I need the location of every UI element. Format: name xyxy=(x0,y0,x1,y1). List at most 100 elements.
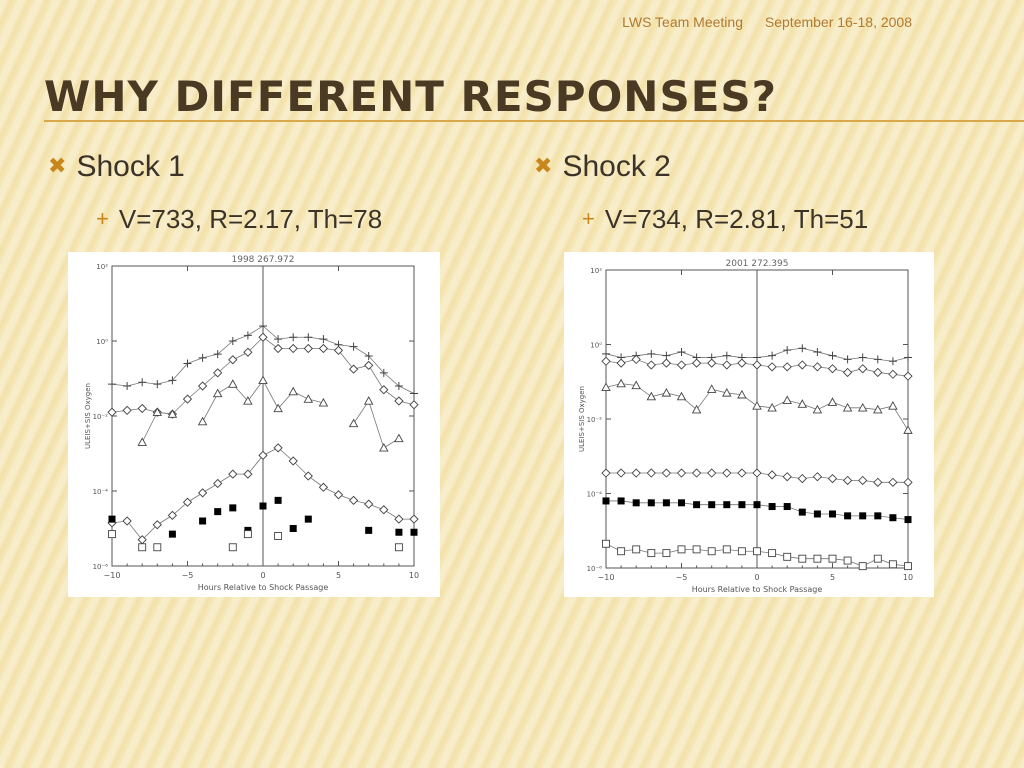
data-point-plus xyxy=(813,347,822,356)
shock-1-label: Shock 1 xyxy=(76,150,185,183)
data-point-square-open xyxy=(647,549,656,558)
data-point-diamond xyxy=(379,385,389,395)
data-point-plus xyxy=(904,353,912,362)
data-point-triangle xyxy=(646,391,657,401)
data-point-diamond xyxy=(903,477,913,487)
data-point-triangle xyxy=(348,418,359,428)
data-point-diamond xyxy=(631,354,641,365)
data-point-plus xyxy=(364,352,373,360)
y-tick-label: 10⁻² xyxy=(587,416,603,424)
cross-bullet-icon: ✖ xyxy=(48,153,67,178)
data-point-square-filled xyxy=(108,515,116,523)
data-point-plus xyxy=(602,349,610,358)
data-point-plus xyxy=(828,351,837,360)
data-point-triangle xyxy=(722,387,732,397)
data-point-triangle xyxy=(243,396,253,405)
data-point-diamond xyxy=(842,475,853,486)
data-point-diamond xyxy=(137,403,147,414)
data-point-diamond xyxy=(903,371,913,381)
data-point-plus xyxy=(379,368,388,377)
data-point-triangle xyxy=(137,437,147,446)
data-point-plus xyxy=(753,353,761,362)
data-point-square-filled xyxy=(813,510,821,518)
data-point-triangle xyxy=(288,386,298,396)
data-point-triangle xyxy=(691,404,702,414)
data-point-square-open xyxy=(813,554,822,563)
data-point-diamond xyxy=(873,477,883,487)
data-point-plus xyxy=(243,331,252,340)
data-point-square-open xyxy=(138,543,147,552)
data-point-square-filled xyxy=(617,497,625,505)
data-point-square-filled xyxy=(753,501,761,509)
data-point-diamond xyxy=(646,468,656,478)
data-point-triangle xyxy=(676,391,687,401)
data-point-square-filled xyxy=(410,528,418,536)
data-point-square-filled xyxy=(829,510,836,518)
data-point-square-filled xyxy=(768,503,776,511)
data-point-triangle xyxy=(212,388,223,398)
y-tick-label: 10⁻⁴ xyxy=(587,491,603,499)
data-point-diamond xyxy=(258,450,268,461)
shock-1-bullet: ✖ Shock 1 xyxy=(48,150,185,184)
data-point-square-open xyxy=(228,543,237,552)
x-tick-label: 0 xyxy=(754,573,759,582)
data-point-plus xyxy=(888,357,897,366)
data-point-diamond xyxy=(827,364,838,374)
data-point-plus xyxy=(783,346,792,355)
data-point-triangle xyxy=(363,396,374,405)
title-divider xyxy=(44,120,1024,122)
data-point-diamond xyxy=(707,358,717,368)
data-point-diamond xyxy=(827,473,838,484)
data-point-diamond xyxy=(691,468,702,478)
data-point-triangle xyxy=(379,442,389,452)
data-point-square-open xyxy=(153,543,162,552)
data-point-diamond xyxy=(318,343,329,354)
data-point-plus xyxy=(662,351,671,360)
meeting-name: LWS Team Meeting xyxy=(622,14,743,30)
data-point-plus xyxy=(168,376,177,385)
data-point-diamond xyxy=(676,468,687,478)
data-point-square-open xyxy=(602,539,610,548)
data-point-triangle xyxy=(857,402,868,412)
data-point-square-filled xyxy=(738,501,746,509)
data-point-diamond xyxy=(616,358,626,368)
data-point-diamond xyxy=(616,468,626,478)
data-point-triangle xyxy=(167,409,178,418)
data-point-plus xyxy=(183,359,192,368)
data-point-diamond xyxy=(288,343,298,354)
data-point-diamond xyxy=(797,473,807,484)
shock-2-params: V=734, R=2.81, Th=51 xyxy=(604,204,869,234)
data-point-diamond xyxy=(243,347,253,357)
chart-title: 2001 272.395 xyxy=(726,259,789,269)
data-point-triangle xyxy=(706,384,717,393)
data-point-diamond xyxy=(394,514,404,524)
data-point-triangle xyxy=(601,382,611,391)
data-point-diamond xyxy=(197,381,208,391)
data-point-triangle xyxy=(661,387,672,397)
data-point-triangle xyxy=(616,378,626,388)
data-point-diamond xyxy=(122,516,132,526)
data-point-diamond xyxy=(631,468,641,478)
data-point-diamond xyxy=(107,407,117,417)
y-tick-label: 10² xyxy=(590,267,602,275)
data-point-diamond xyxy=(243,469,253,479)
data-point-diamond xyxy=(182,497,193,507)
y-tick-label: 10⁻² xyxy=(93,413,109,421)
series-line xyxy=(353,400,400,449)
data-point-triangle xyxy=(797,399,808,408)
data-point-diamond xyxy=(676,360,687,370)
data-point-diamond xyxy=(348,364,359,374)
data-point-square-open xyxy=(783,552,792,561)
data-point-diamond xyxy=(213,368,223,378)
data-point-diamond xyxy=(303,343,313,354)
data-point-plus xyxy=(213,350,222,359)
data-point-plus xyxy=(259,322,267,330)
data-point-diamond xyxy=(348,495,359,506)
data-point-diamond xyxy=(364,499,374,509)
chart-shock-2: 2001 272.395 −10 −5 0 5 10 10² 10⁰ 10⁻² 10⁻⁴ 10⁻⁶ H… xyxy=(578,259,913,594)
data-point-diamond xyxy=(318,482,329,492)
data-point-square-open xyxy=(617,547,626,556)
y-tick-label: 10⁻⁶ xyxy=(93,563,109,571)
plus-bullet-icon: + xyxy=(96,206,109,231)
slide-header: LWS Team Meeting September 16-18, 2008 xyxy=(604,14,912,30)
